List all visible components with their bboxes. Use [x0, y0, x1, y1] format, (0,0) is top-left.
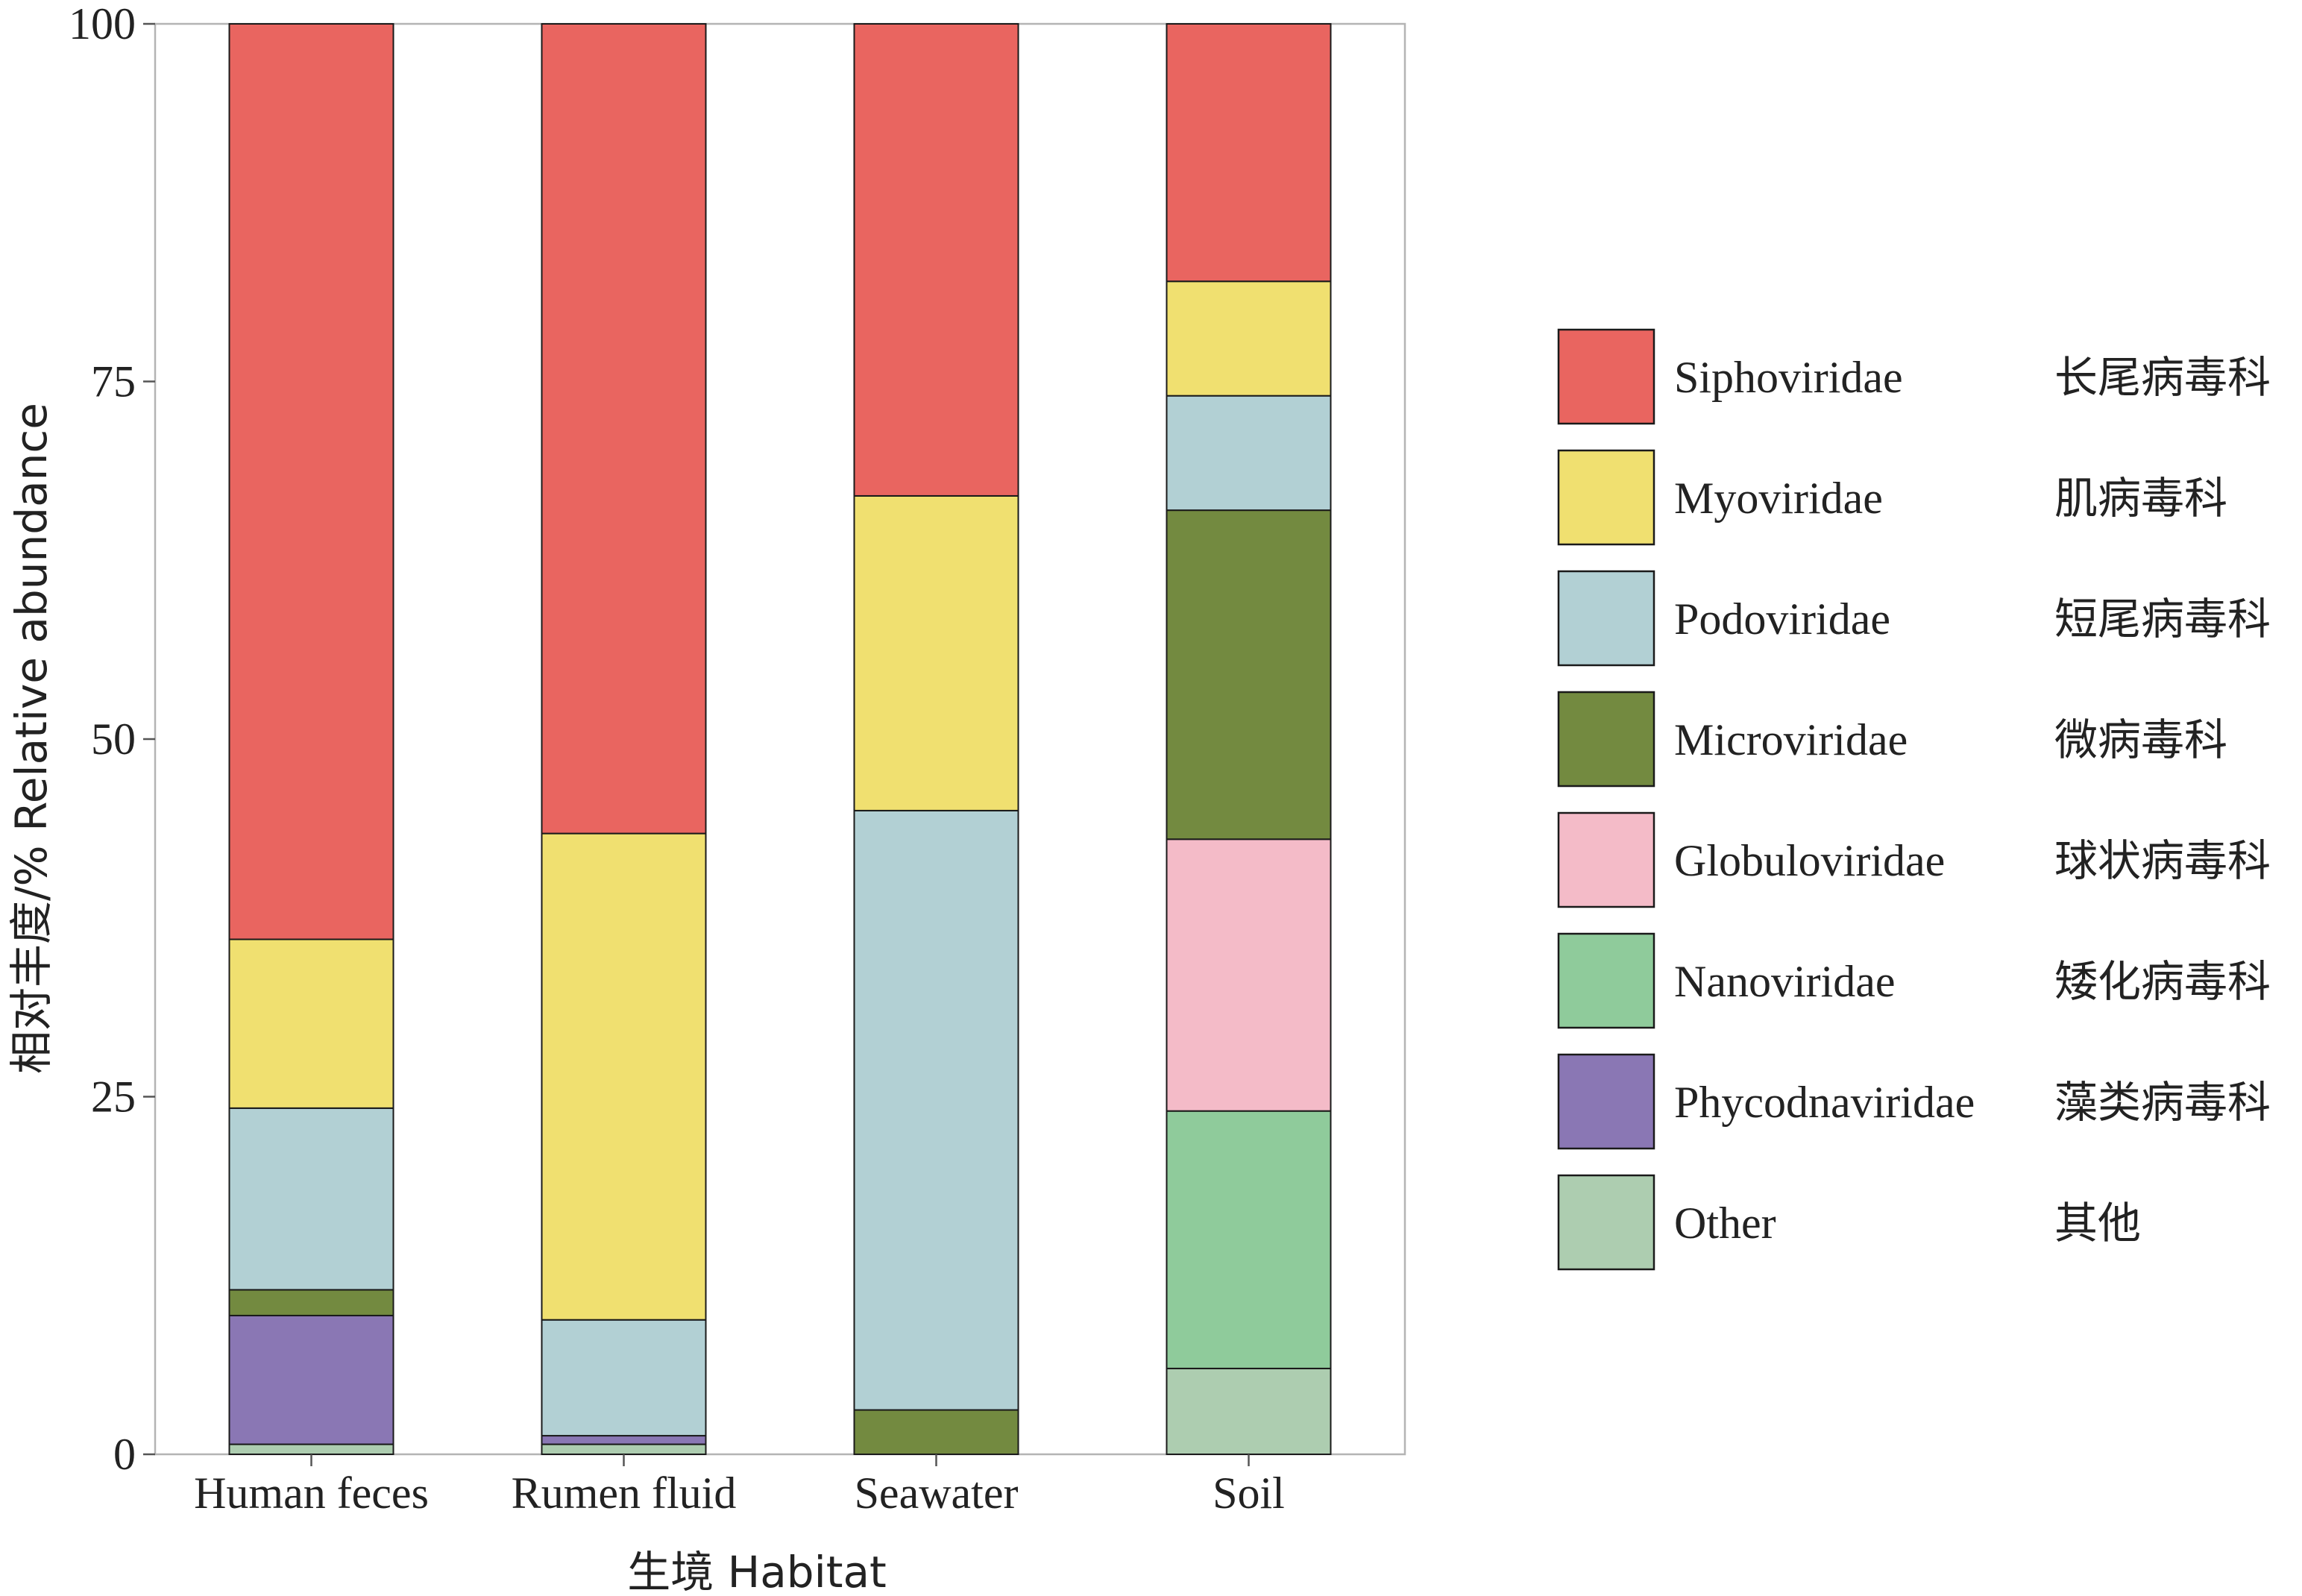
legend-label-cn: 矮化病毒科: [2054, 956, 2271, 1007]
y-axis: 0 25 50 75 100: [69, 0, 155, 1479]
bar-segment-siphoviridae: [1166, 23, 1332, 283]
legend-label: Siphoviridae: [1674, 353, 1903, 402]
bar-segment-phycodnaviridae: [228, 1314, 394, 1445]
bar-segment-myoviridae: [853, 494, 1019, 811]
legend-label: Microviridae: [1674, 715, 1908, 764]
y-tick-label: 50: [91, 714, 136, 764]
legend-swatch-siphoviridae: [1557, 328, 1655, 425]
bar-segment-microviridae: [853, 1409, 1019, 1455]
bar-segment-podoviridae: [541, 1319, 707, 1437]
legend: Siphoviridae 长尾病毒科 Myoviridae 肌病毒科 Podovirid…: [1557, 328, 2271, 1271]
bar-segment-siphoviridae: [228, 23, 394, 940]
bar-segment-globuloviridae: [1166, 838, 1332, 1112]
y-tick-label: 0: [113, 1430, 136, 1479]
y-tick-label: 100: [69, 0, 136, 48]
legend-label: Other: [1674, 1198, 1776, 1248]
bar-segment-other: [541, 1443, 707, 1455]
y-axis-title: 相对丰度/% Relative abundance: [6, 403, 57, 1074]
bar-segment-other: [228, 1443, 394, 1455]
legend-label: Myoviridae: [1674, 474, 1883, 523]
y-tick-label: 25: [91, 1072, 136, 1122]
bar-segment-phycodnaviridae: [541, 1435, 707, 1445]
x-tick-label: Soil: [1213, 1468, 1285, 1518]
x-tick-label: Human feces: [194, 1468, 429, 1518]
legend-label-cn: 球状病毒科: [2054, 835, 2271, 886]
legend-swatch-podoviridae: [1557, 570, 1655, 667]
legend-swatch-myoviridae: [1557, 449, 1655, 546]
legend-label-cn: 微病毒科: [2054, 714, 2227, 765]
bar-segment-myoviridae: [1166, 280, 1332, 397]
bar-segment-microviridae: [1166, 509, 1332, 841]
x-tick-label: Rumen fluid: [512, 1468, 737, 1518]
bar-segment-siphoviridae: [541, 23, 707, 835]
legend-swatch-microviridae: [1557, 691, 1655, 788]
bar-segment-podoviridae: [853, 809, 1019, 1411]
bar-segment-siphoviridae: [853, 23, 1019, 497]
legend-label-cn: 短尾病毒科: [2054, 594, 2271, 644]
legend-swatch-nanoviridae: [1557, 932, 1655, 1029]
bar-segment-nanoviridae: [1166, 1110, 1332, 1369]
x-tick-label: Seawater: [855, 1468, 1019, 1518]
bars: [228, 23, 1332, 1456]
bar-segment-other: [1166, 1367, 1332, 1456]
legend-swatch-phycodnaviridae: [1557, 1053, 1655, 1150]
y-tick-label: 75: [91, 357, 136, 406]
legend-label: Globuloviridae: [1674, 836, 1945, 885]
legend-swatch-globuloviridae: [1557, 811, 1655, 908]
legend-label-cn: 长尾病毒科: [2054, 352, 2271, 403]
legend-swatch-other: [1557, 1174, 1655, 1271]
legend-label: Nanoviridae: [1674, 957, 1896, 1006]
legend-label-cn: 肌病毒科: [2054, 473, 2227, 524]
bar-segment-myoviridae: [541, 832, 707, 1321]
legend-label: Podoviridae: [1674, 594, 1890, 644]
x-axis-title: 生境 Habitat: [627, 1547, 887, 1596]
bar-segment-podoviridae: [1166, 395, 1332, 512]
x-axis: Human feces Rumen fluid Seawater Soil: [194, 1454, 1285, 1518]
bar-segment-microviridae: [228, 1289, 394, 1316]
legend-label-cn: 藻类病毒科: [2054, 1077, 2271, 1128]
legend-label-cn: 其他: [2054, 1198, 2141, 1248]
bar-segment-myoviridae: [228, 938, 394, 1109]
legend-label: Phycodnaviridae: [1674, 1078, 1975, 1127]
bar-segment-podoviridae: [228, 1107, 394, 1291]
